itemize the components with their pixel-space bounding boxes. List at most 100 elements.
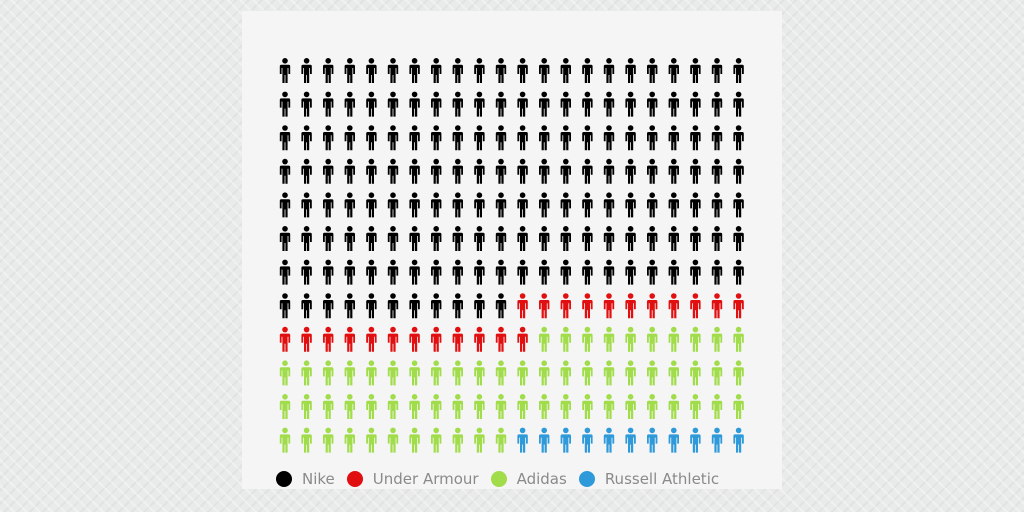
person-icon-adidas xyxy=(690,394,701,419)
person-icon-nike xyxy=(279,91,291,117)
person-icon-adidas xyxy=(560,326,571,352)
person-icon-nike xyxy=(387,91,399,117)
person-icon-adidas xyxy=(560,360,571,386)
person-icon-nike xyxy=(366,58,377,83)
person-icon-nike xyxy=(409,158,420,184)
person-icon-adidas xyxy=(323,394,334,419)
person-icon-adidas xyxy=(647,394,658,419)
person-icon-nike xyxy=(647,259,658,285)
person-icon-nike xyxy=(431,91,442,117)
person-icon-nike xyxy=(625,259,636,285)
person-icon-nike xyxy=(474,192,485,218)
person-icon-russell-athletic xyxy=(539,427,550,453)
person-icon-nike xyxy=(323,58,334,83)
person-icon-nike xyxy=(279,125,291,151)
person-icon-nike xyxy=(690,58,701,83)
person-icon-nike xyxy=(668,158,679,184)
person-icon-nike xyxy=(452,125,463,151)
person-icon-nike xyxy=(582,58,593,83)
person-icon-nike xyxy=(279,226,291,251)
person-icon-nike xyxy=(625,125,636,151)
person-icon-adidas xyxy=(495,427,507,453)
person-icon-nike xyxy=(647,125,658,151)
person-icon-nike xyxy=(625,192,636,218)
person-icon-nike xyxy=(690,226,701,251)
person-icon-under-armour xyxy=(474,326,485,352)
person-icon-nike xyxy=(431,259,442,285)
person-icon-nike xyxy=(387,58,399,83)
person-icon-under-armour xyxy=(560,293,571,319)
person-icon-nike xyxy=(301,91,312,117)
person-icon-nike xyxy=(409,125,420,151)
person-icon-nike xyxy=(279,259,291,285)
person-icon-nike xyxy=(387,158,399,184)
person-icon-adidas xyxy=(323,360,334,386)
legend-label-nike: Nike xyxy=(302,470,335,488)
person-icon-adidas xyxy=(582,326,593,352)
person-icon-under-armour xyxy=(452,326,463,352)
person-icon-nike xyxy=(495,293,507,319)
person-icon-nike xyxy=(431,226,442,251)
person-icon-nike xyxy=(539,58,550,83)
person-icon-nike xyxy=(452,91,463,117)
person-icon-nike xyxy=(690,91,701,117)
person-icon-adidas xyxy=(366,427,377,453)
person-icon-nike xyxy=(668,58,679,83)
person-icon-nike xyxy=(431,125,442,151)
person-icon-nike xyxy=(279,158,291,184)
person-icon-adidas xyxy=(517,360,528,386)
person-icon-nike xyxy=(323,293,334,319)
person-icon-nike xyxy=(582,125,593,151)
person-icon-nike xyxy=(409,226,420,251)
person-icon-nike xyxy=(603,91,615,117)
person-icon-adidas xyxy=(495,394,507,419)
person-icon-nike xyxy=(279,192,291,218)
person-icon-nike xyxy=(344,158,355,184)
person-icon-nike xyxy=(733,91,744,117)
person-icon-adidas xyxy=(474,427,485,453)
person-icon-nike xyxy=(301,158,312,184)
legend-swatch-russell-athletic xyxy=(578,471,595,487)
person-icon-adidas xyxy=(625,394,636,419)
person-icon-nike xyxy=(625,58,636,83)
person-icon-nike xyxy=(582,192,593,218)
person-icon-nike xyxy=(409,293,420,319)
person-icon-adidas xyxy=(409,360,420,386)
person-icon-nike xyxy=(603,125,615,151)
person-icon-nike xyxy=(323,259,334,285)
person-icon-nike xyxy=(733,158,744,184)
person-icon-russell-athletic xyxy=(560,427,571,453)
person-icon-nike xyxy=(431,158,442,184)
person-icon-nike xyxy=(690,158,701,184)
person-icon-adidas xyxy=(733,326,744,352)
person-icon-nike xyxy=(344,58,355,83)
person-icon-nike xyxy=(560,125,571,151)
person-icon-nike xyxy=(474,125,485,151)
person-icon-nike xyxy=(517,226,528,251)
person-icon-nike xyxy=(474,259,485,285)
person-icon-nike xyxy=(733,192,744,218)
person-icon-nike xyxy=(409,58,420,83)
person-icon-nike xyxy=(560,91,571,117)
person-icon-nike xyxy=(539,259,550,285)
person-icon-adidas xyxy=(539,326,550,352)
person-icon-nike xyxy=(560,58,571,83)
legend-item-nike: Nike xyxy=(276,470,335,488)
person-icon-under-armour xyxy=(301,326,312,352)
pictogram-chart xyxy=(279,58,744,453)
person-icon-nike xyxy=(387,293,399,319)
person-icon-nike xyxy=(668,226,679,251)
person-icon-under-armour xyxy=(733,293,744,319)
person-icon-nike xyxy=(301,259,312,285)
person-icon-under-armour xyxy=(517,326,528,352)
person-icon-nike xyxy=(344,192,355,218)
person-icon-nike xyxy=(301,58,312,83)
person-icon-nike xyxy=(366,293,377,319)
person-icon-nike xyxy=(647,91,658,117)
person-icon-nike xyxy=(582,259,593,285)
person-icon-nike xyxy=(431,58,442,83)
person-icon-nike xyxy=(495,192,507,218)
person-icon-nike xyxy=(560,192,571,218)
person-icon-nike xyxy=(603,259,615,285)
person-icon-nike xyxy=(625,226,636,251)
